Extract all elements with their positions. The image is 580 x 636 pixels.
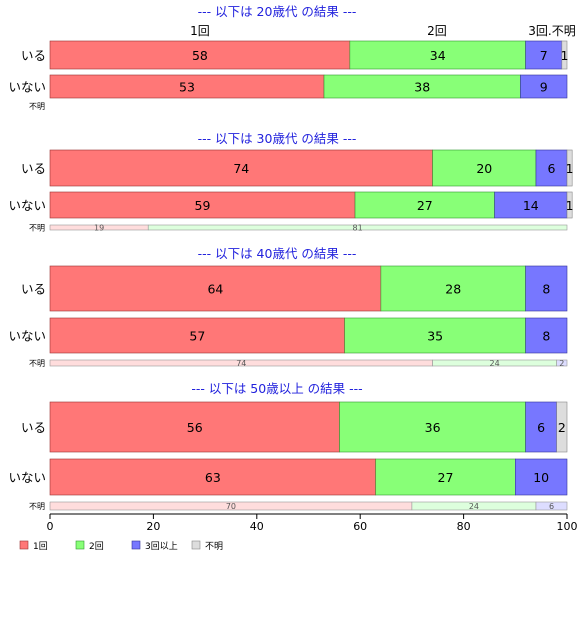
top-column-label: 1回 <box>190 24 210 38</box>
data-label: 10 <box>533 470 549 485</box>
data-label: 1 <box>566 161 574 176</box>
data-label: 8 <box>542 282 550 297</box>
legend-label: 2回 <box>89 541 104 552</box>
bar-segment <box>525 401 557 453</box>
data-label: 6 <box>537 420 545 435</box>
bar-segment <box>49 191 356 219</box>
data-label: 59 <box>195 198 211 213</box>
legend-swatch <box>191 540 201 550</box>
row-label: 不明 <box>29 502 45 511</box>
bar-segment <box>556 359 568 367</box>
data-label: 8 <box>542 329 550 344</box>
data-label: 36 <box>425 420 441 435</box>
section-title: --- 以下は 40歳代 の結果 --- <box>198 246 357 261</box>
bar-segment <box>49 265 382 312</box>
data-label: 74 <box>233 161 249 176</box>
x-tick-label: 60 <box>353 520 367 533</box>
bar-segment <box>535 149 568 187</box>
data-label: 19 <box>94 224 104 233</box>
row-label: 不明 <box>29 102 45 111</box>
bar-segment <box>525 265 568 312</box>
bar-segment <box>566 191 573 219</box>
bar-segment <box>514 458 568 496</box>
row-label: 不明 <box>29 359 45 368</box>
data-label: 24 <box>490 359 500 368</box>
x-tick-label: 20 <box>146 520 160 533</box>
bar-segment <box>49 401 340 453</box>
data-label: 2 <box>559 359 564 368</box>
section-title: --- 以下は 20歳代 の結果 --- <box>198 4 357 19</box>
data-label: 57 <box>189 329 205 344</box>
bar-segment <box>344 317 526 354</box>
bar-segment <box>432 149 537 187</box>
bar-segment <box>525 40 563 70</box>
bar-segment <box>147 224 568 231</box>
x-tick-label: 100 <box>557 520 578 533</box>
bar-segment <box>339 401 526 453</box>
data-label: 1 <box>560 48 568 63</box>
legend-swatch <box>131 540 141 550</box>
bar-segment <box>566 149 573 187</box>
bar-segment <box>49 317 345 354</box>
bar-segment <box>49 458 377 496</box>
data-label: 2 <box>558 420 566 435</box>
legend-swatch <box>75 540 85 550</box>
data-label: 53 <box>179 80 195 95</box>
data-label: 70 <box>226 502 236 511</box>
data-label: 58 <box>192 48 208 63</box>
data-label: 20 <box>476 161 492 176</box>
data-label: 64 <box>207 282 223 297</box>
row-label: いる <box>21 282 46 297</box>
data-label: 81 <box>353 224 363 233</box>
bar-segment <box>349 40 526 70</box>
data-label: 35 <box>427 329 443 344</box>
bar-segment <box>380 265 526 312</box>
bar-segment <box>561 40 568 70</box>
bar-segment <box>520 74 568 99</box>
data-label: 63 <box>205 470 221 485</box>
data-label: 38 <box>414 80 430 95</box>
data-label: 34 <box>430 48 446 63</box>
row-label: いない <box>8 329 46 344</box>
row-label: いる <box>21 48 46 63</box>
bar-segment <box>49 40 351 70</box>
bar-segment <box>375 458 516 496</box>
top-column-label: 2回 <box>427 24 447 38</box>
row-label: いない <box>8 198 46 213</box>
bar-segment <box>354 191 495 219</box>
bar-segment <box>49 149 433 187</box>
bar-segment <box>525 317 568 354</box>
x-tick-label: 80 <box>457 520 471 533</box>
data-label: 9 <box>540 80 548 95</box>
legend-swatch <box>19 540 29 550</box>
x-tick-label: 40 <box>250 520 264 533</box>
legend-label: 3回以上 <box>145 541 178 552</box>
data-label: 27 <box>417 198 433 213</box>
row-label: いる <box>21 420 46 435</box>
data-label: 28 <box>445 282 461 297</box>
top-column-label: 3回.不明 <box>528 24 575 38</box>
data-label: 74 <box>236 359 246 368</box>
data-label: 7 <box>540 48 548 63</box>
row-label: いる <box>21 161 46 176</box>
section-title: --- 以下は 30歳代 の結果 --- <box>198 131 357 146</box>
row-label: いない <box>8 470 46 485</box>
data-label: 24 <box>469 502 479 511</box>
data-label: 1 <box>566 198 574 213</box>
data-label: 14 <box>523 198 539 213</box>
x-tick-label: 0 <box>47 520 54 533</box>
data-label: 6 <box>548 161 556 176</box>
bar-segment <box>556 401 568 453</box>
data-label: 6 <box>549 502 554 511</box>
legend-label: 不明 <box>205 541 223 552</box>
data-label: 27 <box>438 470 454 485</box>
row-label: いない <box>8 80 46 95</box>
row-label: 不明 <box>29 224 45 233</box>
section-title: --- 以下は 50歳以上 の結果 --- <box>191 381 362 396</box>
legend-label: 1回 <box>33 541 48 552</box>
data-label: 56 <box>187 420 203 435</box>
bar-segment <box>535 501 568 511</box>
